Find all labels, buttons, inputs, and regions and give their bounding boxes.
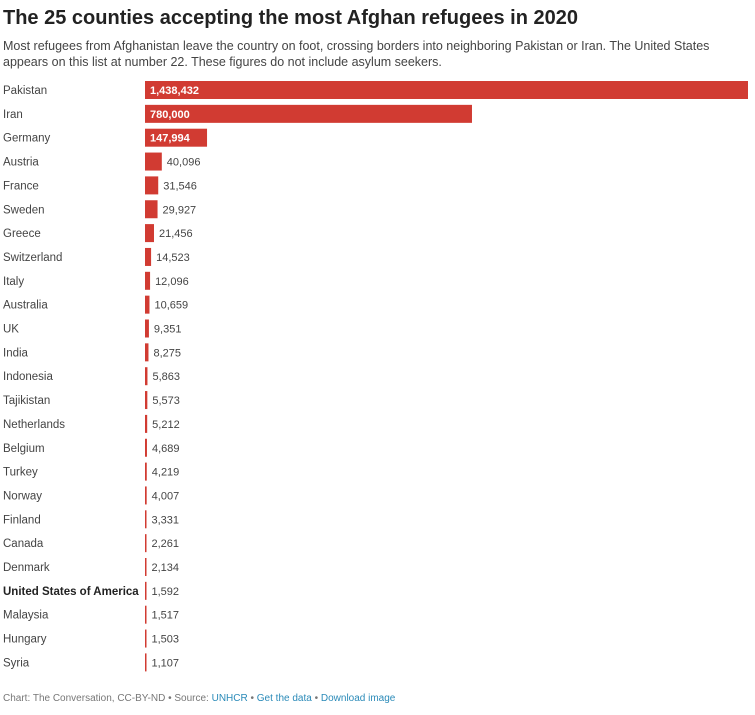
value-label-uk: 9,351 xyxy=(154,324,182,336)
value-label-syria: 1,107 xyxy=(152,657,180,669)
bar-netherlands[interactable] xyxy=(145,414,148,433)
value-label-switzerland: 14,523 xyxy=(156,252,190,264)
footer-separator: • xyxy=(311,693,321,704)
category-label-germany: Germany xyxy=(3,133,51,145)
value-label-united-states-of-america: 1,592 xyxy=(152,586,180,598)
category-label-united-states-of-america: United States of America xyxy=(3,586,139,598)
category-label-france: France xyxy=(3,180,39,192)
bar-germany[interactable] xyxy=(145,128,208,147)
category-label-turkey: Turkey xyxy=(3,467,38,479)
value-label-pakistan: 1,438,432 xyxy=(150,85,199,97)
get-data-link[interactable]: Get the data xyxy=(256,693,312,704)
category-label-italy: Italy xyxy=(3,276,24,288)
value-label-germany: 147,994 xyxy=(150,133,191,145)
category-label-netherlands: Netherlands xyxy=(3,419,65,431)
bar-greece[interactable] xyxy=(145,224,154,243)
bar-united-states-of-america[interactable] xyxy=(145,581,147,600)
value-label-malaysia: 1,517 xyxy=(152,610,180,622)
category-label-syria: Syria xyxy=(3,657,30,669)
value-label-hungary: 1,503 xyxy=(152,634,180,646)
bar-uk[interactable] xyxy=(145,319,149,338)
category-label-iran: Iran xyxy=(3,109,23,121)
value-label-tajikistan: 5,573 xyxy=(152,395,180,407)
category-label-tajikistan: Tajikistan xyxy=(3,395,50,407)
value-label-greece: 21,456 xyxy=(159,228,193,240)
bar-sweden[interactable] xyxy=(145,200,158,219)
chart-footer: Chart: The Conversation, CC-BY-ND • Sour… xyxy=(3,693,395,704)
footer-source-text: Chart: The Conversation, CC-BY-ND • Sour… xyxy=(3,693,212,704)
bar-austria[interactable] xyxy=(145,152,162,171)
bar-pakistan[interactable] xyxy=(145,81,748,99)
bar-finland[interactable] xyxy=(145,510,147,529)
bar-belgium[interactable] xyxy=(145,438,147,457)
bar-india[interactable] xyxy=(145,343,149,362)
bar-australia[interactable] xyxy=(145,295,150,314)
chart-subtitle: Most refugees from Afghanistan leave the… xyxy=(3,39,710,69)
value-label-iran: 780,000 xyxy=(150,109,190,121)
category-label-sweden: Sweden xyxy=(3,204,45,216)
category-label-switzerland: Switzerland xyxy=(3,252,62,264)
value-label-sweden: 29,927 xyxy=(163,204,197,216)
bar-syria[interactable] xyxy=(145,653,147,672)
bar-switzerland[interactable] xyxy=(145,247,152,266)
category-label-denmark: Denmark xyxy=(3,562,50,574)
value-label-denmark: 2,134 xyxy=(152,562,180,574)
bar-canada[interactable] xyxy=(145,534,147,553)
value-label-australia: 10,659 xyxy=(154,300,188,312)
value-label-belgium: 4,689 xyxy=(152,443,180,455)
category-label-indonesia: Indonesia xyxy=(3,371,53,383)
value-label-canada: 2,261 xyxy=(152,538,180,550)
value-label-norway: 4,007 xyxy=(152,490,180,502)
bar-denmark[interactable] xyxy=(145,558,147,576)
value-label-austria: 40,096 xyxy=(167,157,201,169)
bar-indonesia[interactable] xyxy=(145,367,148,386)
category-label-uk: UK xyxy=(3,324,19,336)
category-label-norway: Norway xyxy=(3,490,42,502)
bar-france[interactable] xyxy=(145,176,159,195)
category-label-austria: Austria xyxy=(3,157,39,169)
source-link[interactable]: UNHCR xyxy=(211,693,248,704)
bar-iran[interactable] xyxy=(145,104,472,123)
category-label-greece: Greece xyxy=(3,228,41,240)
value-label-italy: 12,096 xyxy=(155,276,189,288)
value-label-india: 8,275 xyxy=(153,347,181,359)
category-label-hungary: Hungary xyxy=(3,634,47,646)
download-image-link[interactable]: Download image xyxy=(320,693,396,704)
bar-turkey[interactable] xyxy=(145,462,147,481)
value-label-indonesia: 5,863 xyxy=(152,371,180,383)
chart-title: The 25 counties accepting the most Afgha… xyxy=(3,7,578,29)
bar-tajikistan[interactable] xyxy=(145,391,148,410)
category-label-malaysia: Malaysia xyxy=(3,610,49,622)
bar-malaysia[interactable] xyxy=(145,605,147,624)
category-label-india: India xyxy=(3,347,29,359)
value-label-turkey: 4,219 xyxy=(152,467,180,479)
value-label-france: 31,546 xyxy=(163,180,197,192)
bar-hungary[interactable] xyxy=(145,629,147,648)
bar-norway[interactable] xyxy=(145,486,147,505)
category-label-canada: Canada xyxy=(3,538,44,550)
category-label-finland: Finland xyxy=(3,514,41,526)
category-label-belgium: Belgium xyxy=(3,443,45,455)
category-label-australia: Australia xyxy=(3,300,48,312)
category-label-pakistan: Pakistan xyxy=(3,85,47,97)
value-label-netherlands: 5,212 xyxy=(152,419,180,431)
footer-separator: • xyxy=(247,693,257,704)
value-label-finland: 3,331 xyxy=(152,514,180,526)
bar-italy[interactable] xyxy=(145,271,151,290)
bar-chart: Pakistan 1,438,432 Iran 780,000 Germany 147,9… xyxy=(3,81,748,672)
